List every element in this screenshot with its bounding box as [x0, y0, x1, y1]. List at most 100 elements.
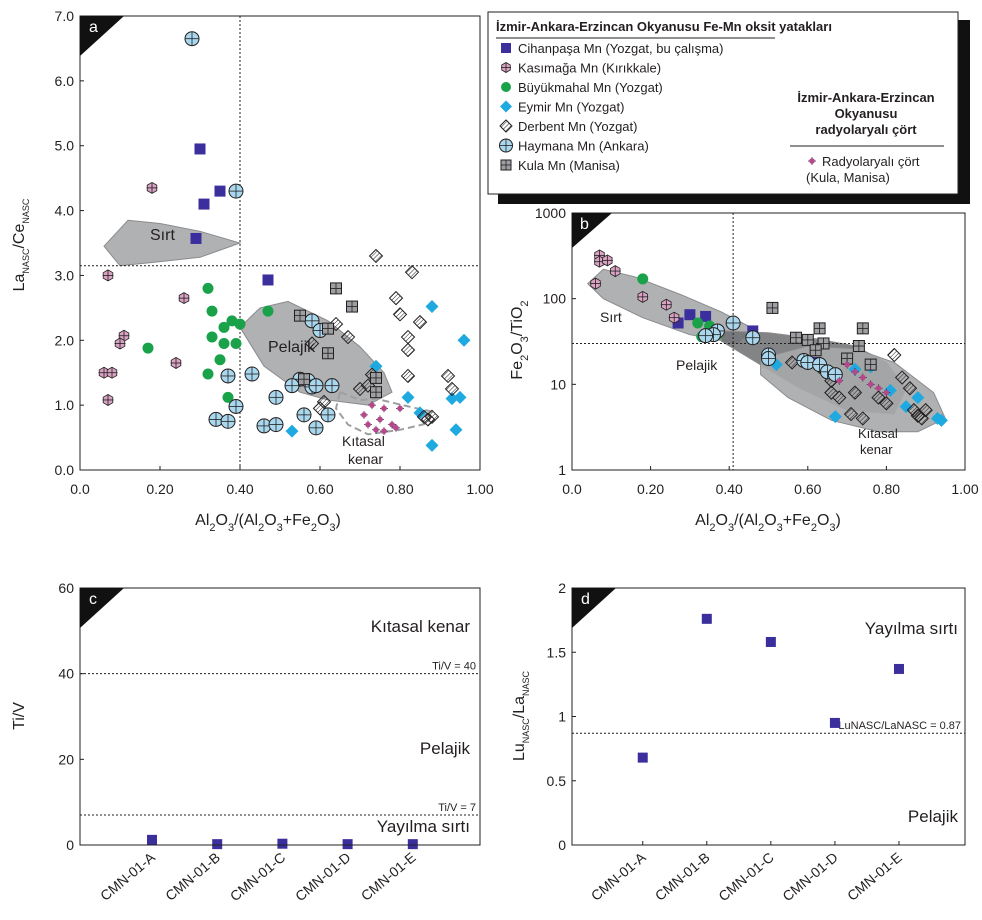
panel-b-xlabel: Al2O3/(Al2O3+Fe2O3) [695, 512, 841, 534]
legend-title: İzmir-Ankara-Erzincan Okyanusu Fe-Mn oks… [496, 19, 832, 34]
point-cmn-01-b [212, 839, 223, 850]
point-circle-cross [268, 389, 284, 405]
point-square-blue [684, 309, 696, 321]
panel-b-field-kitasal-2: kenar [860, 442, 893, 457]
point-square-grid [817, 337, 830, 350]
point-diamond-hatched [412, 314, 428, 330]
point-square-grid [370, 371, 382, 384]
reference-line-label: Ti/V = 40 [432, 661, 476, 673]
legend-chert-marker [808, 157, 816, 165]
point-diamond-hatched [404, 264, 420, 280]
point-diamond-hatched [340, 329, 356, 345]
point-diamond-cyan [285, 424, 299, 438]
point-chert [882, 388, 891, 397]
legend-marker-diamond-cyan [500, 100, 512, 113]
point-diamond-hatched [894, 370, 910, 385]
point-cmn-01-b [701, 613, 712, 624]
y-tick-label: 1 [558, 709, 566, 725]
legend-label: Kasımağa Mn (Kırıkkale) [518, 61, 661, 76]
point-diamond-hatched [400, 342, 416, 358]
point-circle-cross [320, 407, 336, 423]
panel-a-fields [103, 219, 434, 436]
panel-c-ylabel: Ti/V [11, 702, 28, 730]
point-diamond-cyan [828, 410, 842, 424]
panel-d-region-pelajik: Pelajik [908, 807, 959, 826]
legend: İzmir-Ankara-Erzincan Okyanusu Fe-Mn oks… [487, 11, 970, 204]
x-tick-label: 0.20 [146, 481, 173, 497]
point-diamond-hatched [424, 409, 440, 425]
x-tick-label: 0.60 [794, 481, 821, 497]
panel-a: 0.0 0.20 0.40 0.60 0.80 1.00 0.0 1.0 2.0 3.0 4.0 5.… [11, 8, 494, 534]
x-tick-label: 1.00 [466, 481, 493, 497]
point-cmn-01-d [342, 839, 353, 850]
y-tick-label: 0.5 [547, 773, 567, 789]
point-diamond-cyan [425, 300, 439, 314]
point-diamond-hatched [304, 336, 320, 351]
legend-chert-title-3: radyolaryalı çört [815, 122, 917, 137]
point-circle-green [214, 354, 226, 366]
point-diamond-hatched [879, 396, 894, 411]
legend-chert-label-2: (Kula, Manisa) [806, 170, 890, 185]
panel-d-points [637, 613, 904, 763]
y-tick-label: 40 [58, 666, 74, 682]
point-circle-green [202, 282, 214, 294]
point-cmn-01-e [407, 839, 418, 850]
x-tick-label: CMN-01-A [588, 849, 649, 904]
x-tick-label: CMN-01-E [844, 849, 905, 904]
panel-d-region-yayilma: Yayılma sırtı [865, 619, 958, 638]
point-hex-pink [601, 254, 613, 267]
panel-c-corner [80, 588, 124, 628]
panel-b-ylabel: Fe2O3/TiO2 [509, 300, 531, 379]
point-diamond-hatched [887, 347, 902, 363]
point-circle-cross [308, 420, 324, 436]
panel-a-reference-lines [80, 16, 480, 470]
point-circle-cross [228, 183, 244, 199]
panel-d-letter: d [581, 591, 590, 608]
point-square-grid [813, 322, 826, 335]
point-diamond-cyan [445, 392, 459, 406]
point-diamond-hatched [392, 307, 408, 322]
point-circle-cross [244, 366, 260, 382]
point-cmn-01-d [829, 717, 840, 728]
point-hex-pink [146, 181, 158, 194]
point-chert [388, 420, 396, 429]
panel-b-corner [572, 213, 612, 248]
point-circle-green [637, 273, 649, 285]
point-hex-pink [590, 277, 602, 290]
point-chert [372, 425, 380, 434]
panel-a-xlabel: Al2O3/(Al2O3+Fe2O3) [195, 512, 341, 534]
point-diamond-cyan [401, 390, 415, 404]
y-tick-label: 7.0 [55, 8, 75, 24]
panel-a-frame [79, 15, 481, 471]
panel-c-ticks: 0 20 40 60 CMN-01-A CMN-01-B CMN-01-C CMN-01-D C… [58, 580, 418, 904]
legend-chert-title-2: Okyanusu [835, 106, 898, 121]
panel-d-reference-lines: LuNASC/LaNASC = 0.87 [572, 720, 965, 734]
point-square-grid [852, 340, 865, 353]
x-tick-label: 0.0 [562, 481, 582, 497]
legend-label: Büyükmahal Mn (Yozgat) [518, 80, 663, 95]
point-square-blue [198, 198, 210, 210]
x-tick-label: 0.40 [716, 481, 743, 497]
point-diamond-cyan [911, 391, 925, 405]
point-circle-cross [184, 31, 200, 47]
point-chert [874, 384, 883, 393]
y-tick-label: 0 [66, 837, 74, 853]
point-diamond-hatched [847, 385, 863, 400]
panel-b-ticks: 0.0 0.20 0.40 0.60 0.80 1.00 1 10 100 1000 [535, 205, 979, 497]
panel-c-frame [79, 587, 481, 846]
y-tick-label: 1.5 [547, 644, 567, 660]
x-tick-label: 0.80 [873, 481, 900, 497]
point-diamond-hatched [368, 248, 384, 264]
y-tick-label: 4.0 [55, 203, 75, 219]
point-hex-pink [178, 292, 190, 305]
point-diamond-hatched [352, 381, 368, 397]
point-circle-green [234, 318, 246, 330]
y-tick-label: 5.0 [55, 138, 75, 154]
panel-b-frame [571, 212, 966, 471]
point-circle-cross [220, 413, 236, 429]
y-tick-label: 100 [543, 291, 567, 307]
legend-marker-circle-green [501, 82, 511, 92]
point-square-blue [672, 317, 684, 329]
point-circle-cross [284, 378, 300, 394]
